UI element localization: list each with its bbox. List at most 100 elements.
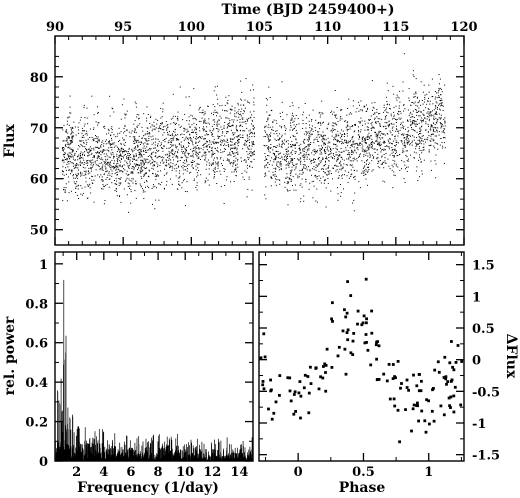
light-curve-point — [441, 105, 443, 106]
light-curve-point — [245, 160, 247, 162]
light-curve-point — [337, 140, 339, 142]
light-curve-point — [335, 114, 337, 116]
light-curve-point — [140, 149, 142, 151]
light-curve-point — [396, 151, 397, 153]
light-curve-point — [99, 169, 101, 171]
light-curve-point — [192, 167, 194, 169]
light-curve-point — [226, 127, 228, 129]
light-curve-point — [216, 183, 218, 184]
light-curve-point — [170, 135, 171, 136]
light-curve-point — [127, 157, 129, 159]
light-curve-point — [292, 112, 293, 114]
light-curve-point — [113, 142, 115, 144]
light-curve-point — [275, 130, 277, 132]
light-curve-point — [140, 164, 142, 166]
light-curve-point — [264, 173, 266, 175]
light-curve-point — [178, 172, 180, 174]
light-curve-point — [354, 124, 355, 126]
light-curve-point — [135, 139, 137, 141]
light-curve-point — [157, 164, 159, 166]
light-curve-point — [93, 155, 95, 157]
light-curve-point — [416, 96, 418, 98]
light-curve-point — [212, 133, 213, 135]
light-curve-point — [70, 170, 72, 172]
phase-point — [351, 353, 355, 356]
light-curve-point — [309, 170, 311, 172]
phase-point — [352, 332, 356, 335]
light-curve-point — [309, 124, 310, 126]
light-curve-point — [437, 107, 438, 108]
light-curve-point — [185, 169, 187, 171]
light-curve-point — [238, 109, 240, 111]
light-curve-point — [267, 147, 269, 149]
light-curve-point — [166, 160, 168, 162]
light-curve-point — [338, 171, 340, 173]
light-curve-point — [324, 179, 326, 181]
light-curve-point — [393, 116, 395, 118]
light-curve-point — [174, 131, 176, 133]
light-curve-point — [311, 133, 313, 135]
light-curve-point — [127, 182, 129, 184]
light-curve-point — [213, 159, 215, 161]
light-curve-point — [305, 166, 307, 168]
light-curve-point — [208, 164, 210, 166]
light-curve-point — [85, 170, 87, 172]
light-curve-point — [193, 122, 195, 124]
light-curve-point — [373, 127, 375, 129]
light-curve-point — [165, 165, 167, 167]
light-curve-point — [413, 103, 415, 105]
light-curve-point — [230, 149, 231, 151]
light-curve-point — [78, 184, 80, 186]
light-curve-point — [375, 131, 377, 133]
light-curve-point — [308, 114, 310, 116]
phase-point — [341, 329, 345, 333]
light-curve-point — [141, 177, 143, 179]
light-curve-point — [147, 127, 149, 129]
light-curve-point — [351, 173, 353, 175]
light-curve-point — [266, 145, 268, 146]
light-curve-point — [330, 130, 332, 132]
light-curve-point — [323, 134, 325, 136]
light-curve-point — [242, 137, 244, 138]
light-curve-point — [190, 138, 192, 139]
light-curve-point — [75, 134, 77, 136]
light-curve-point — [284, 155, 286, 157]
light-curve-point — [389, 104, 390, 106]
light-curve-point — [185, 96, 187, 98]
light-curve-point — [229, 108, 231, 110]
light-curve-point — [97, 122, 99, 124]
light-curve-point — [73, 181, 75, 183]
light-curve-point — [167, 124, 169, 126]
light-curve-point — [160, 128, 162, 130]
light-curve-point — [208, 162, 210, 164]
light-curve-point — [335, 170, 337, 172]
light-curve-point — [344, 142, 346, 144]
light-curve-point — [113, 143, 115, 145]
phase-point — [324, 371, 327, 374]
light-curve-point — [271, 157, 273, 159]
light-curve-point — [341, 177, 343, 179]
light-curve-point — [403, 110, 405, 112]
light-curve-point — [134, 147, 136, 149]
light-curve-point — [114, 190, 116, 192]
light-curve-point — [107, 128, 109, 130]
light-curve-point — [217, 98, 219, 100]
light-curve-point — [265, 136, 267, 138]
light-curve-point — [67, 161, 69, 163]
light-curve-point — [323, 142, 325, 144]
light-curve-point — [229, 163, 231, 165]
light-curve-point — [432, 114, 434, 116]
light-curve-point — [419, 156, 421, 158]
light-curve-point — [65, 130, 67, 132]
light-curve-point — [168, 139, 170, 141]
light-curve-point — [123, 128, 125, 129]
light-curve-point — [71, 170, 73, 172]
light-curve-point — [352, 136, 354, 138]
light-curve-point — [275, 155, 277, 157]
light-curve-point — [126, 110, 128, 112]
light-curve-point — [66, 159, 68, 161]
light-curve-point — [377, 144, 379, 146]
light-curve-point — [331, 125, 333, 127]
light-curve-point — [341, 151, 343, 153]
light-curve-point — [225, 145, 227, 146]
